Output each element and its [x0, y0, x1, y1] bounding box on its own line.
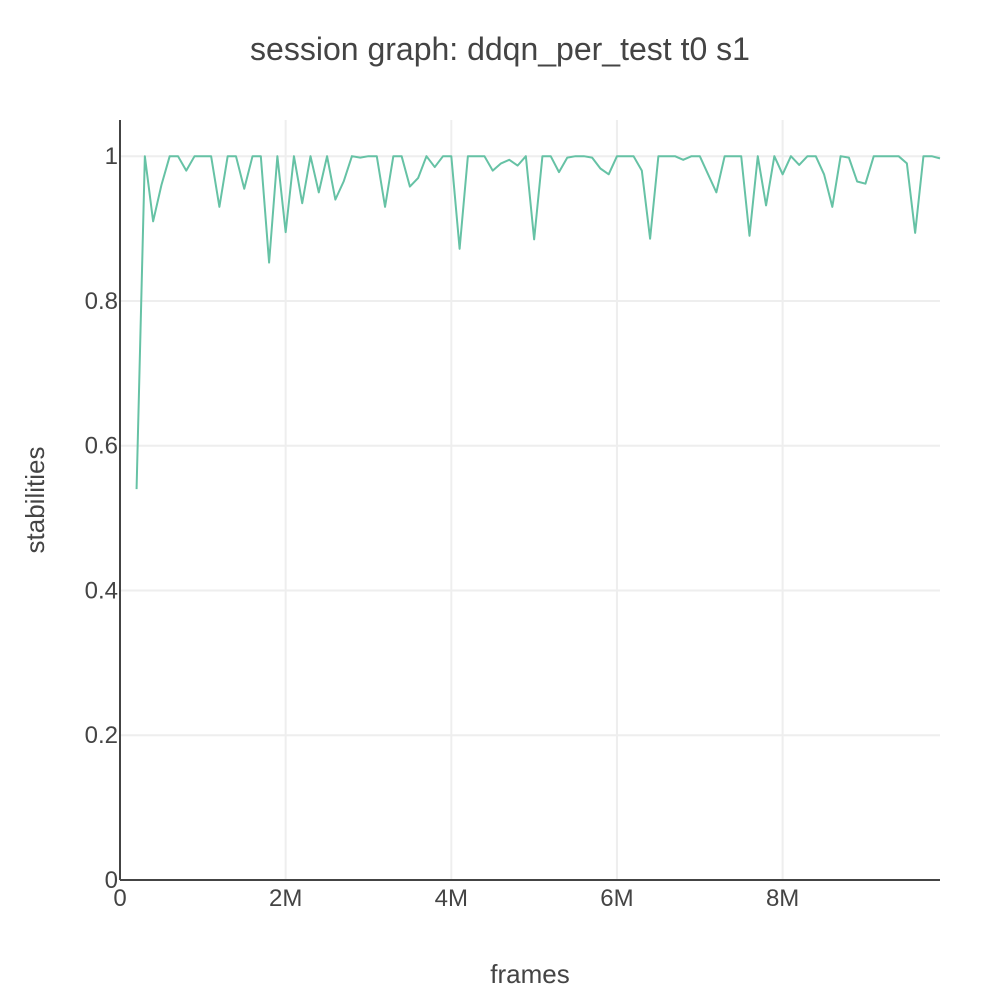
y-axis-ticks: 0 0.2 0.4 0.6 0.8 1 — [85, 143, 118, 894]
y-tick-label: 0 — [105, 867, 118, 894]
y-tick-label: 0.6 — [85, 433, 118, 460]
x-tick-label: 6M — [600, 885, 633, 912]
series-layer — [135, 155, 941, 490]
x-axis-ticks: 0 2M 4M 6M 8M — [113, 885, 799, 912]
series-line-0 — [135, 155, 941, 490]
y-axis-title: stabilities — [20, 447, 50, 554]
chart-title: session graph: ddqn_per_test t0 s1 — [250, 31, 750, 67]
y-tick-label: 0.2 — [85, 722, 118, 749]
x-axis-title: frames — [490, 959, 569, 989]
x-tick-label: 2M — [269, 885, 302, 912]
y-tick-label: 0.8 — [85, 288, 118, 315]
grid — [120, 120, 940, 880]
y-tick-label: 1 — [105, 143, 118, 170]
x-tick-label: 0 — [113, 885, 126, 912]
y-tick-label: 0.4 — [85, 577, 118, 604]
x-tick-label: 8M — [766, 885, 799, 912]
x-tick-label: 4M — [435, 885, 468, 912]
